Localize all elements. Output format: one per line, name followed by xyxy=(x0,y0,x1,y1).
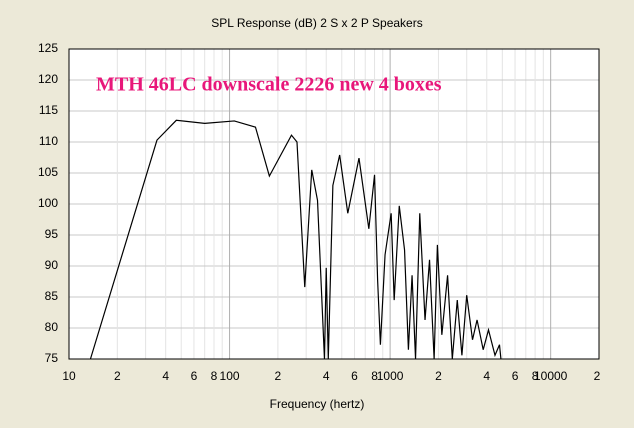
x-tick-label: 100 xyxy=(220,369,240,383)
y-tick-label: 105 xyxy=(38,165,58,179)
x-axis-label: Frequency (hertz) xyxy=(270,397,365,411)
x-tick-label: 4 xyxy=(483,369,490,383)
y-tick-label: 85 xyxy=(45,289,59,303)
y-tick-label: 75 xyxy=(45,351,59,365)
x-tick-label: 8 xyxy=(211,369,218,383)
x-tick-label: 6 xyxy=(191,369,198,383)
y-tick-label: 80 xyxy=(45,320,59,334)
y-tick-label: 100 xyxy=(38,196,58,210)
x-tick-label: 10000 xyxy=(534,369,568,383)
x-tick-label: 2 xyxy=(435,369,442,383)
y-tick-label: 125 xyxy=(38,41,58,55)
x-tick-label: 2 xyxy=(594,369,601,383)
plot-border xyxy=(68,48,600,360)
x-tick-label: 1000 xyxy=(377,369,404,383)
y-tick-label: 90 xyxy=(45,258,59,272)
x-tick-label: 2 xyxy=(114,369,121,383)
x-tick-label: 4 xyxy=(323,369,330,383)
x-tick-label: 6 xyxy=(351,369,358,383)
series-line xyxy=(89,119,502,359)
y-tick-label: 115 xyxy=(39,103,58,117)
lines xyxy=(89,119,502,359)
x-tick-label: 8 xyxy=(371,369,378,383)
chart-title: SPL Response (dB) 2 S x 2 P Speakers xyxy=(211,16,422,30)
y-tick-label: 110 xyxy=(39,134,58,148)
x-tick-label: 8 xyxy=(532,369,539,383)
annotation: MTH 46LC downscale 2226 new 4 boxes xyxy=(96,74,442,96)
x-tick-label: 4 xyxy=(162,369,169,383)
x-tick-label: 6 xyxy=(512,369,519,383)
x-tick-label: 2 xyxy=(275,369,282,383)
x-tick-label: 10 xyxy=(62,369,76,383)
y-tick-label: 120 xyxy=(38,72,58,86)
y-tick-label: 95 xyxy=(45,227,59,241)
